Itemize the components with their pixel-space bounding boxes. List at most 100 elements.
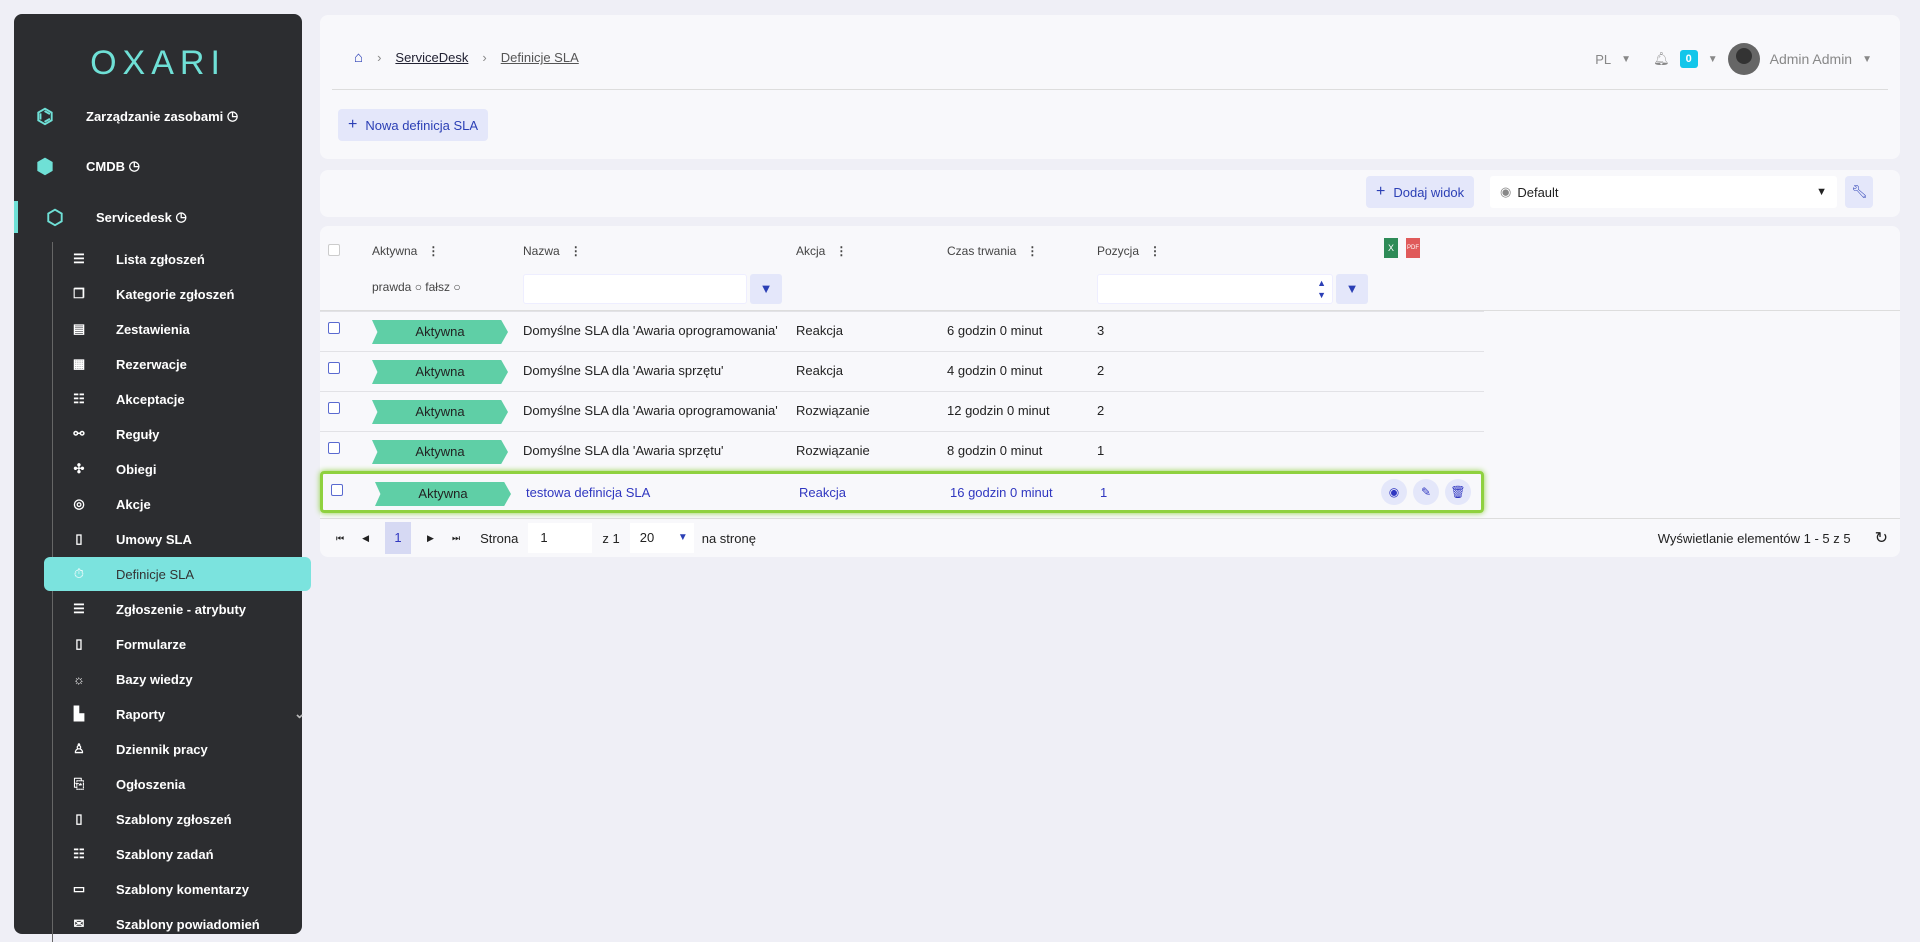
sidebar-item-umowy-sla[interactable]: ▯ Umowy SLA [54,522,311,556]
caret-down-icon: ▼ [1816,186,1827,198]
next-page-icon[interactable]: ▶ [427,532,434,543]
notification-count[interactable]: 0 [1679,50,1698,68]
name-cell[interactable]: Domyślne SLA dla 'Awaria sprzętu' [523,363,724,378]
avatar[interactable] [1727,43,1760,75]
sidebar-item-label: Zgłoszenie - atrybuty [116,601,247,617]
bell-icon[interactable]: 🔔︎ [1653,51,1670,66]
column-header-position[interactable]: Pozycja ⋮ [1097,244,1161,258]
spinner-icon[interactable]: ▲ ▼ [1317,278,1326,300]
form-icon: ▯ [75,636,83,651]
breadcrumb-servicedesk[interactable]: ServiceDesk [395,50,469,65]
refresh-icon[interactable]: ↻ [1874,530,1888,547]
add-view-button[interactable]: + Dodaj widok [1366,176,1475,208]
name-cell[interactable]: Domyślne SLA dla 'Awaria oprogramowania' [523,323,778,338]
more-vertical-icon[interactable]: ⋮ [835,244,848,258]
sidebar-item-zgłoszenie-atrybuty[interactable]: ☰ Zgłoszenie - atrybuty [54,592,311,626]
sidebar-item-zestawienia[interactable]: ▤ Zestawienia [54,312,311,346]
table-row[interactable]: Aktywna Domyślne SLA dla 'Awaria oprogra… [320,311,1484,351]
view-select[interactable]: ◉ Default ▼ [1490,176,1837,208]
last-page-icon[interactable]: ⏭ [451,532,461,543]
sidebar-item-definicje-sla[interactable]: ⏱ Definicje SLA [44,557,311,591]
sidebar-item-rezerwacje[interactable]: ▦ Rezerwacje [54,347,311,381]
per-page-select[interactable]: 20 ▼ [629,523,694,553]
first-page-icon[interactable]: ⏮ [336,532,345,543]
row-checkbox[interactable] [331,484,343,496]
edit-icon[interactable]: ✎ [1413,479,1439,505]
export-excel-icon[interactable]: X [1384,238,1398,258]
sidebar-item-akcje[interactable]: ◎ Akcje [54,487,311,521]
sidebar-item-label: Dziennik pracy [116,741,208,757]
page-1-button[interactable]: 1 [385,522,412,554]
nav-servicedesk[interactable]: ⬡ Servicedesk ◷ [40,197,187,237]
export-pdf-icon[interactable]: PDF [1406,238,1420,258]
filter-icon[interactable]: ▼ [750,274,782,304]
name-cell[interactable]: Domyślne SLA dla 'Awaria sprzętu' [523,443,724,458]
more-vertical-icon[interactable]: ⋮ [1026,244,1039,258]
sidebar-item-label: Akcje [116,496,151,512]
nav-asset-management[interactable]: ⌬ Zarządzanie zasobami ◷ [30,96,238,136]
breadcrumb-current[interactable]: Definicje SLA [500,50,579,65]
column-header-action[interactable]: Akcja ⋮ [796,244,847,258]
language-select[interactable]: PL [1595,51,1612,67]
sidebar-item-szablony-zadań[interactable]: ☷ Szablony zadań [54,837,311,871]
divider [332,89,1888,90]
checklist-icon: ☷ [73,846,85,861]
more-vertical-icon[interactable]: ⋮ [569,244,582,258]
categories-icon: ❐ [73,286,85,301]
sidebar-item-szablony-komentarzy[interactable]: ▭ Szablony komentarzy [54,872,311,906]
home-icon[interactable]: ⌂ [354,49,364,66]
sidebar-item-raporty[interactable]: ▙ Raporty ⌄ [54,697,311,731]
column-header-active[interactable]: Aktywna ⋮ [372,244,439,258]
column-header-name[interactable]: Nazwa ⋮ [523,244,582,258]
position-filter-input[interactable]: ▲ ▼ [1097,274,1333,304]
table-row[interactable]: Aktywna Domyślne SLA dla 'Awaria sprzętu… [320,431,1484,471]
sidebar-item-formularze[interactable]: ▯ Formularze [54,627,311,661]
sidebar-item-label: Rezerwacje [116,356,187,372]
sidebar-item-dziennik-pracy[interactable]: ♙ Dziennik pracy [54,732,311,766]
column-header-duration[interactable]: Czas trwania ⋮ [947,244,1038,258]
filter-icon[interactable]: ▼ [1336,274,1368,304]
sidebar-item-obiegi[interactable]: ✣ Obiegi [54,452,311,486]
sidebar-item-ogłoszenia[interactable]: ⎘ Ogłoszenia [54,767,311,801]
caret-down-icon[interactable]: ▼ [1621,53,1632,65]
sidebar-item-lista-zgłoszeń[interactable]: ☰ Lista zgłoszeń [54,242,311,276]
delete-icon[interactable]: 🗑︎ [1445,479,1471,505]
logo: OXARI [90,44,226,82]
list-icon: ☰ [73,251,85,266]
caret-down-icon[interactable]: ▼ [1862,53,1872,65]
row-checkbox[interactable] [328,362,340,374]
select-all-checkbox[interactable] [328,244,340,256]
sidebar-item-akceptacje[interactable]: ☷ Akceptacje [54,382,311,416]
nav-cmdb[interactable]: ⬢ CMDB ◷ [30,146,140,186]
name-filter-input[interactable] [523,274,747,304]
prev-page-icon[interactable]: ◀ [362,532,370,543]
more-vertical-icon[interactable]: ⋮ [427,244,440,258]
sidebar-item-kategorie-zgłoszeń[interactable]: ❐ Kategorie zgłoszeń [54,277,311,311]
duration-cell: 16 godzin 0 minut [950,485,1053,500]
row-checkbox[interactable] [328,442,340,454]
name-cell[interactable]: testowa definicja SLA [526,485,651,500]
radio-true[interactable]: ○ [414,280,422,294]
settings-wrench-button[interactable]: 🔧︎ [1845,176,1873,208]
radio-false[interactable]: ○ [453,280,461,294]
row-checkbox[interactable] [328,322,340,334]
sidebar-item-szablony-powiadomień[interactable]: ✉ Szablony powiadomień [54,907,311,941]
name-cell[interactable]: Domyślne SLA dla 'Awaria oprogramowania' [523,403,778,418]
row-checkbox[interactable] [328,402,340,414]
page-input[interactable]: 1 [528,523,593,553]
more-vertical-icon[interactable]: ⋮ [1149,244,1162,258]
position-cell: 2 [1097,363,1105,378]
caret-down-icon[interactable]: ▼ [1707,53,1718,65]
user-name[interactable]: Admin Admin [1769,51,1853,67]
sidebar-item-reguły[interactable]: ⚯ Reguły [54,417,311,451]
sidebar-item-bazy-wiedzy[interactable]: ☼ Bazy wiedzy [54,662,311,696]
table-row[interactable]: Aktywna Domyślne SLA dla 'Awaria oprogra… [320,391,1484,431]
sidebar-item-szablony-zgłoszeń[interactable]: ▯ Szablony zgłoszeń [54,802,311,836]
sidebar-item-label: Kategorie zgłoszeń [116,286,235,302]
new-sla-definition-button[interactable]: + Nowa definicja SLA [338,109,489,141]
chevron-down-icon[interactable]: ⌄ [294,706,305,721]
table-row[interactable]: Aktywna testowa definicja SLA Reakcja 16… [320,471,1484,513]
eye-icon: ◉ [1500,184,1512,199]
view-icon[interactable]: ◉ [1381,479,1407,505]
table-row[interactable]: Aktywna Domyślne SLA dla 'Awaria sprzętu… [320,351,1484,391]
